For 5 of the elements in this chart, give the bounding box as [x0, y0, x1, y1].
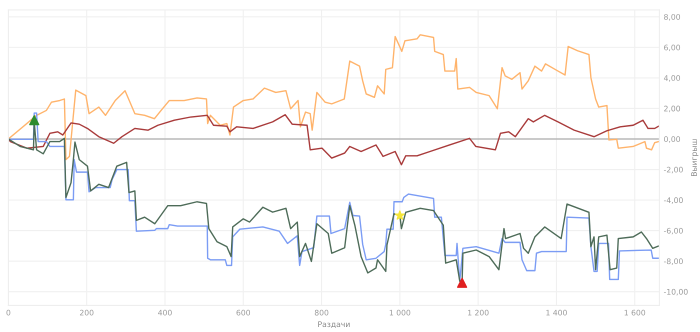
line-series	[8, 114, 660, 166]
point	[457, 278, 468, 288]
line-series	[8, 34, 660, 160]
point	[29, 115, 40, 126]
point	[394, 210, 405, 220]
